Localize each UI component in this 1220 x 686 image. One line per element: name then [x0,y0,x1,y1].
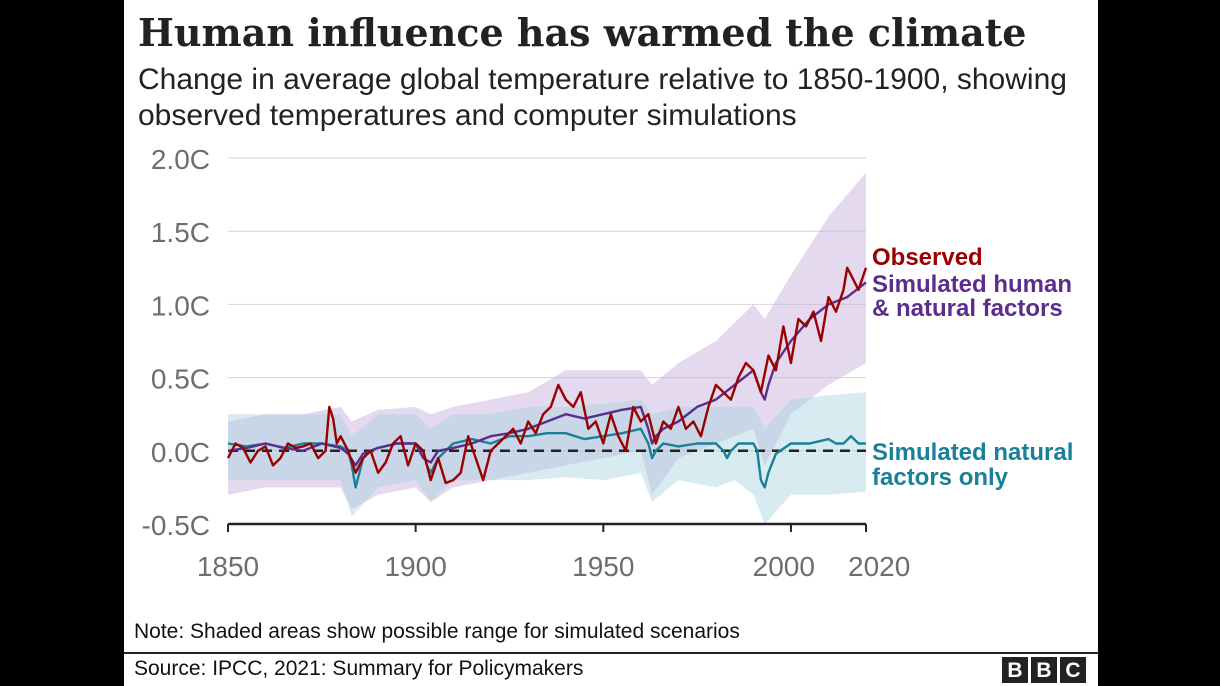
x-tick-label: 2020 [848,551,910,582]
legend-label-natural-only-line1: Simulated natural [872,439,1073,466]
bbc-logo-letter-1: B [1002,657,1028,683]
chart-note: Note: Shaded areas show possible range f… [134,620,740,643]
chart-subtitle: Change in average global temperature rel… [138,63,1067,132]
x-tick-label: 1850 [197,551,259,582]
legend-label-human-natural-line2: & natural factors [872,295,1063,322]
y-tick-label: 1.5C [151,217,210,248]
source-credit: Source: IPCC, 2021: Summary for Policyma… [134,657,584,680]
y-tick-label: -0.5C [142,510,210,541]
human-natural-range-band [228,172,866,510]
observed-series-line [226,266,868,485]
chart-panel: Human influence has warmed the climate C… [124,0,1098,686]
legend-label-human-natural-line1: Simulated human [872,271,1072,298]
bbc-logo: B B C [1002,657,1086,683]
y-tick-label: 0.0C [151,437,210,468]
x-tick-label: 2000 [753,551,815,582]
y-tick-label: 2.0C [151,144,210,175]
bbc-logo-letter-2: B [1031,657,1057,683]
x-tick-label: 1900 [384,551,446,582]
y-tick-label: 1.0C [151,290,210,321]
natural-only-series-line [227,427,866,489]
bbc-logo-letter-3: C [1060,657,1086,683]
natural-only-range-band [228,392,866,524]
chart-title: Human influence has warmed the climate [138,10,1027,55]
footer-divider [124,652,1098,654]
legend-label-observed: Observed [872,244,983,271]
legend-label-natural-only-line2: factors only [872,464,1009,491]
x-tick-label: 1950 [572,551,634,582]
line-chart: -0.5C 0.0C 0.5C 1.0C 1.5C 2.0C 1850 1900 1950 200… [142,144,1074,582]
y-tick-label: 0.5C [151,364,210,395]
